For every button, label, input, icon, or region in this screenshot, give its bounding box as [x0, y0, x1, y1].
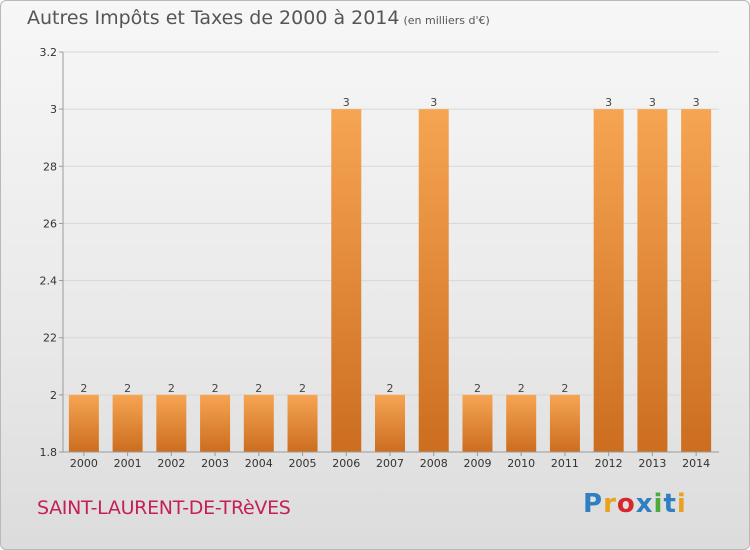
- bar-value-label: 2: [387, 382, 394, 395]
- x-tick-label: 2012: [595, 457, 623, 470]
- y-tick-label: 22: [43, 332, 57, 345]
- bar: [200, 394, 231, 452]
- bar: [331, 109, 362, 453]
- labels: 1.82222.4262833.222000220012200222003220…: [40, 46, 711, 470]
- y-tick-label: 28: [43, 160, 57, 173]
- bar-value-label: 2: [255, 382, 262, 395]
- x-tick-label: 2013: [638, 457, 666, 470]
- y-tick-label: 3.2: [40, 46, 58, 59]
- bars: [68, 109, 712, 453]
- x-tick-label: 2007: [376, 457, 404, 470]
- logo-letter: x: [635, 489, 654, 519]
- y-tick-label: 1.8: [40, 446, 58, 459]
- bar: [549, 394, 580, 452]
- bar: [506, 394, 537, 452]
- bar-value-label: 2: [168, 382, 175, 395]
- bar-value-label: 2: [80, 382, 87, 395]
- x-tick-label: 2010: [507, 457, 535, 470]
- bar: [681, 109, 712, 453]
- bar-value-label: 2: [299, 382, 306, 395]
- bar-value-label: 2: [518, 382, 525, 395]
- x-tick-label: 2005: [289, 457, 317, 470]
- bar-value-label: 2: [124, 382, 131, 395]
- x-tick-label: 2001: [114, 457, 142, 470]
- x-tick-label: 2006: [332, 457, 360, 470]
- bar: [375, 394, 405, 452]
- y-tick-label: 26: [43, 217, 57, 230]
- bar-value-label: 2: [561, 382, 568, 395]
- bar-value-label: 3: [693, 96, 700, 109]
- x-tick-label: 2009: [463, 457, 491, 470]
- bar-value-label: 2: [212, 382, 219, 395]
- x-tick-label: 2004: [245, 457, 273, 470]
- bar-value-label: 3: [430, 96, 437, 109]
- bar: [418, 109, 449, 453]
- place-name: SAINT-LAURENT-DE-TRèVES: [37, 497, 291, 519]
- logo-letter: i: [653, 489, 664, 519]
- bar-value-label: 3: [343, 96, 350, 109]
- chart-title-main: Autres Impôts et Taxes de 2000 à 2014: [27, 7, 400, 29]
- bar-value-label: 2: [474, 382, 481, 395]
- bar: [462, 394, 493, 452]
- logo-letter: i: [676, 489, 687, 519]
- bar: [287, 394, 318, 452]
- logo-letter: P: [583, 489, 604, 519]
- y-tick-label: 2: [50, 389, 57, 402]
- x-tick-label: 2003: [201, 457, 229, 470]
- y-tick-label: 2.4: [40, 275, 58, 288]
- bar: [593, 109, 624, 453]
- logo-letter: o: [616, 489, 636, 519]
- y-tick-label: 3: [50, 103, 57, 116]
- bar-value-label: 3: [649, 96, 656, 109]
- x-tick-label: 2014: [682, 457, 710, 470]
- bar-value-label: 3: [605, 96, 612, 109]
- chart-title-unit: (en milliers d'€): [403, 14, 490, 27]
- x-tick-label: 2000: [70, 457, 98, 470]
- bar: [156, 394, 187, 452]
- x-tick-label: 2008: [420, 457, 448, 470]
- bar: [243, 394, 274, 452]
- proxiti-logo: Proxiti: [583, 489, 687, 519]
- bar: [68, 394, 99, 452]
- logo-letter: r: [603, 489, 617, 519]
- x-tick-label: 2002: [157, 457, 185, 470]
- chart-title: Autres Impôts et Taxes de 2000 à 2014 (en…: [27, 7, 490, 29]
- bar: [112, 394, 143, 452]
- bar: [637, 109, 668, 453]
- logo-letter: t: [663, 489, 677, 519]
- axes: [59, 51, 719, 456]
- x-tick-label: 2011: [551, 457, 579, 470]
